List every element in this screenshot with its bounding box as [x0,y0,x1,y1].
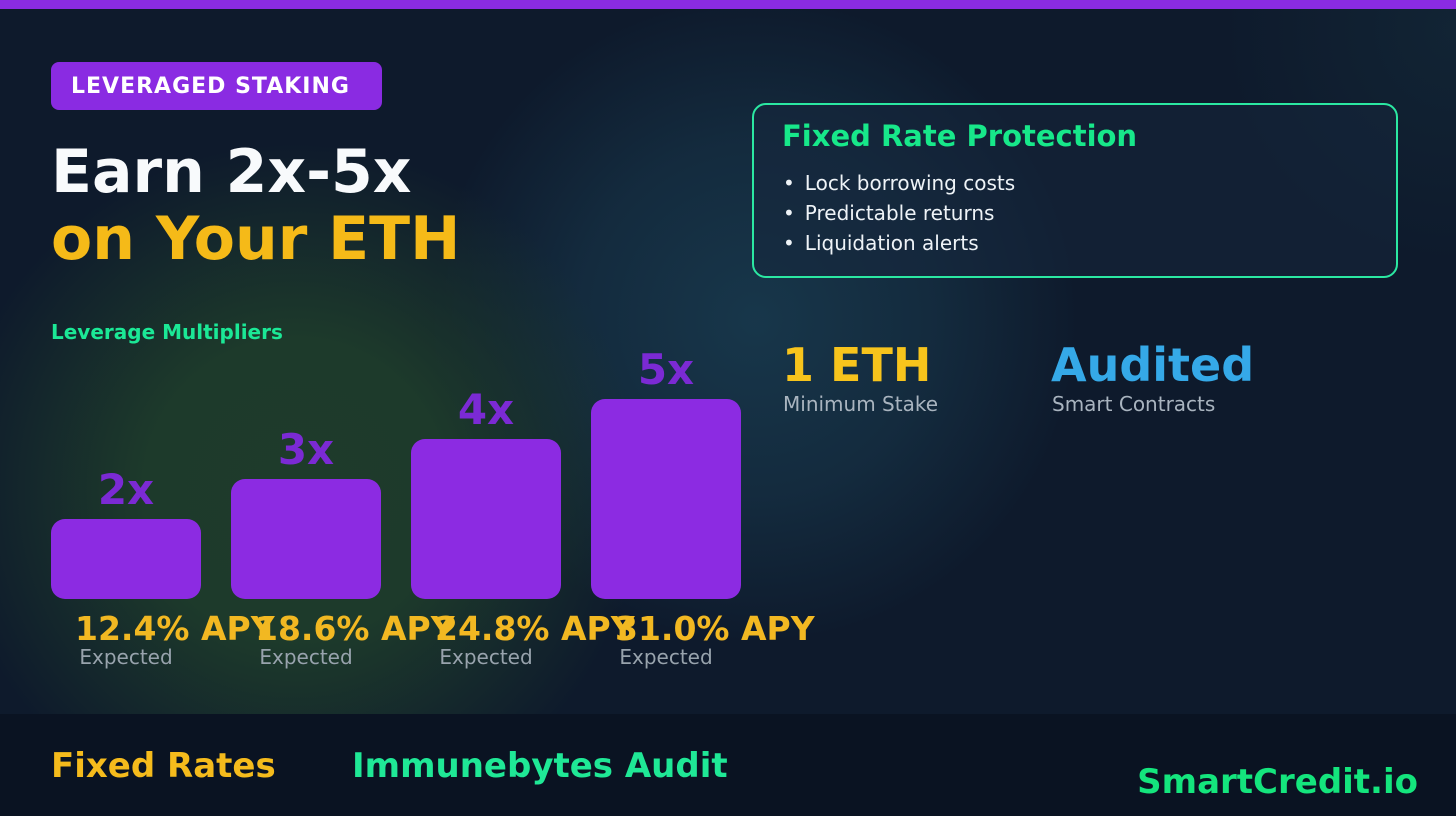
audited-label: Smart Contracts [1052,392,1216,416]
bullet-dot: • [783,201,795,225]
bullet-text: Predictable returns [804,201,995,225]
bar-expected-label: Expected [79,645,173,669]
footer-bar [0,714,1456,816]
bullet-item: • Predictable returns [783,198,1015,228]
bullet-text: Lock borrowing costs [804,171,1016,195]
bar-3x [231,479,381,599]
headline-line2: on Your ETH [51,204,461,274]
bullet-dot: • [783,171,795,195]
bullet-item: • Lock borrowing costs [783,168,1015,198]
brand-logo: SmartCredit.io [1137,762,1418,802]
headline-line1: Earn 2x-5x [51,137,412,207]
badge-label: LEVERAGED STAKING [71,73,350,99]
bar-apy-label: 31.0% APY [615,609,815,648]
bar-expected-label: Expected [439,645,533,669]
protection-card-bullets: • Lock borrowing costs • Predictable ret… [783,168,1015,258]
bullet-dot: • [783,231,795,255]
bar-2x [51,519,201,599]
bar-4x [411,439,561,599]
footer-item-fixed-rates: Fixed Rates [51,746,276,786]
top-accent-bar [0,0,1456,9]
protection-card [752,103,1398,278]
footer-item-immunebytes-audit: Immunebytes Audit [352,746,728,786]
chart-title: Leverage Multipliers [51,320,283,344]
min-stake-label: Minimum Stake [783,392,939,416]
bar-expected-label: Expected [259,645,353,669]
bar-multiplier-label: 3x [277,425,335,474]
bar-multiplier-label: 2x [97,465,155,514]
audited-value: Audited [1051,338,1255,392]
bar-apy-label: 24.8% APY [435,609,635,648]
bar-multiplier-label: 4x [457,385,515,434]
bar-expected-label: Expected [619,645,713,669]
leveraged-staking-badge: LEVERAGED STAKING [51,62,382,110]
bar-5x [591,399,741,599]
bar-apy-label: 18.6% APY [255,609,455,648]
bar-multiplier-label: 5x [637,345,695,394]
bar-apy-label: 12.4% APY [75,609,275,648]
min-stake-value: 1 ETH [782,338,932,392]
bullet-text: Liquidation alerts [804,231,979,255]
bullet-item: • Liquidation alerts [783,228,1015,258]
protection-card-title: Fixed Rate Protection [782,119,1138,153]
